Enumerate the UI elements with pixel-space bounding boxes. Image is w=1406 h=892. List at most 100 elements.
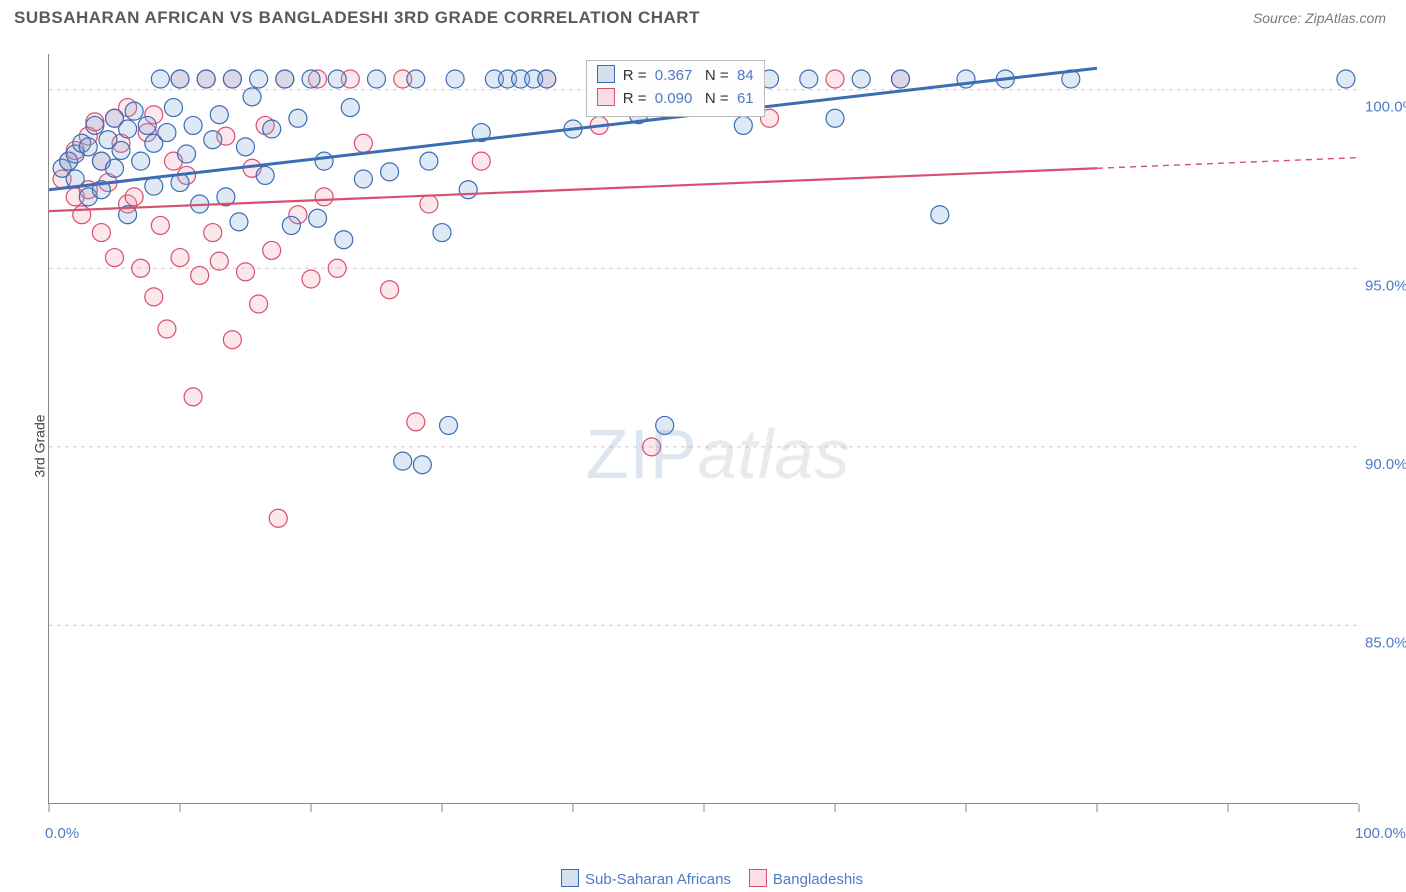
data-point bbox=[158, 124, 176, 142]
stats-box: R = 0.367 N = 84R = 0.090 N = 61 bbox=[586, 60, 765, 117]
data-point bbox=[237, 263, 255, 281]
data-point bbox=[125, 188, 143, 206]
data-point bbox=[381, 281, 399, 299]
legend-item: Bangladeshis bbox=[731, 871, 863, 888]
data-point bbox=[132, 152, 150, 170]
data-point bbox=[302, 270, 320, 288]
data-point bbox=[354, 134, 372, 152]
y-tick-label: 100.0% bbox=[1365, 99, 1406, 116]
legend-swatch bbox=[597, 65, 615, 83]
data-point bbox=[407, 70, 425, 88]
trend-line bbox=[49, 168, 1097, 211]
data-point bbox=[446, 70, 464, 88]
data-point bbox=[210, 106, 228, 124]
data-point bbox=[440, 416, 458, 434]
data-point bbox=[315, 152, 333, 170]
data-point bbox=[119, 120, 137, 138]
data-point bbox=[394, 452, 412, 470]
y-tick-label: 95.0% bbox=[1365, 277, 1406, 294]
data-point bbox=[269, 509, 287, 527]
legend-item: Sub-Saharan Africans bbox=[543, 871, 731, 888]
source-attribution: Source: ZipAtlas.com bbox=[1253, 10, 1386, 26]
legend-swatch bbox=[597, 88, 615, 106]
data-point bbox=[381, 163, 399, 181]
data-point bbox=[368, 70, 386, 88]
data-point bbox=[433, 224, 451, 242]
data-point bbox=[643, 438, 661, 456]
data-point bbox=[328, 70, 346, 88]
data-point bbox=[734, 116, 752, 134]
data-point bbox=[106, 159, 124, 177]
data-point bbox=[204, 224, 222, 242]
data-point bbox=[800, 70, 818, 88]
data-point bbox=[125, 102, 143, 120]
r-value: 0.367 bbox=[655, 67, 693, 84]
n-value: 61 bbox=[737, 90, 754, 107]
data-point bbox=[243, 88, 261, 106]
legend-label: Bangladeshis bbox=[773, 871, 863, 888]
data-point bbox=[112, 141, 130, 159]
data-point bbox=[472, 152, 490, 170]
n-value: 84 bbox=[737, 67, 754, 84]
data-point bbox=[335, 231, 353, 249]
data-point bbox=[302, 70, 320, 88]
legend-swatch bbox=[749, 869, 767, 887]
data-point bbox=[309, 209, 327, 227]
plot-area: 85.0%90.0%95.0%100.0%0.0%100.0% ZIPatlas… bbox=[48, 54, 1358, 804]
data-point bbox=[250, 70, 268, 88]
data-point bbox=[197, 70, 215, 88]
data-point bbox=[171, 249, 189, 267]
data-point bbox=[341, 99, 359, 117]
data-point bbox=[230, 213, 248, 231]
data-point bbox=[178, 145, 196, 163]
data-point bbox=[250, 295, 268, 313]
data-point bbox=[223, 331, 241, 349]
data-point bbox=[145, 177, 163, 195]
data-point bbox=[132, 259, 150, 277]
chart-svg: 85.0%90.0%95.0%100.0%0.0%100.0% bbox=[49, 54, 1359, 804]
data-point bbox=[184, 388, 202, 406]
data-point bbox=[263, 120, 281, 138]
data-point bbox=[237, 138, 255, 156]
data-point bbox=[420, 152, 438, 170]
stats-row: R = 0.090 N = 61 bbox=[597, 88, 754, 111]
data-point bbox=[256, 166, 274, 184]
data-point bbox=[171, 70, 189, 88]
data-point bbox=[263, 241, 281, 259]
data-point bbox=[282, 216, 300, 234]
data-point bbox=[79, 138, 97, 156]
data-point bbox=[138, 116, 156, 134]
trend-line-ext bbox=[1097, 158, 1359, 169]
data-point bbox=[151, 216, 169, 234]
stats-row: R = 0.367 N = 84 bbox=[597, 65, 754, 88]
y-axis-label: 3rd Grade bbox=[32, 414, 48, 477]
r-value: 0.090 bbox=[655, 90, 693, 107]
data-point bbox=[106, 249, 124, 267]
data-point bbox=[328, 259, 346, 277]
data-point bbox=[204, 131, 222, 149]
data-point bbox=[276, 70, 294, 88]
data-point bbox=[92, 224, 110, 242]
data-point bbox=[656, 416, 674, 434]
data-point bbox=[164, 99, 182, 117]
data-point bbox=[315, 188, 333, 206]
data-point bbox=[191, 266, 209, 284]
y-tick-label: 85.0% bbox=[1365, 634, 1406, 651]
chart-title: SUBSAHARAN AFRICAN VS BANGLADESHI 3RD GR… bbox=[14, 8, 700, 28]
data-point bbox=[413, 456, 431, 474]
data-point bbox=[420, 195, 438, 213]
y-tick-label: 90.0% bbox=[1365, 456, 1406, 473]
data-point bbox=[145, 288, 163, 306]
data-point bbox=[223, 70, 241, 88]
legend-swatch bbox=[561, 869, 579, 887]
data-point bbox=[354, 170, 372, 188]
data-point bbox=[184, 116, 202, 134]
data-point bbox=[210, 252, 228, 270]
data-point bbox=[73, 206, 91, 224]
data-point bbox=[892, 70, 910, 88]
x-tick-label: 100.0% bbox=[1355, 825, 1406, 842]
data-point bbox=[826, 109, 844, 127]
data-point bbox=[289, 109, 307, 127]
bottom-legend: Sub-Saharan Africans Bangladeshis bbox=[0, 869, 1406, 888]
data-point bbox=[852, 70, 870, 88]
